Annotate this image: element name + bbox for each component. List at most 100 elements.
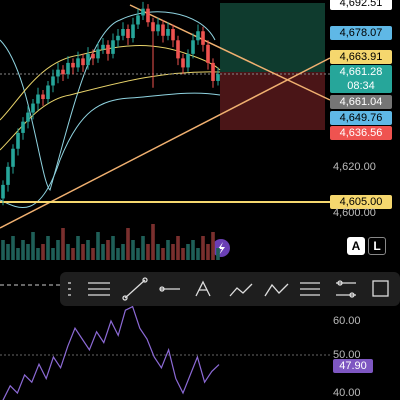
volume-bar — [96, 232, 100, 260]
volume-bar — [1, 240, 5, 260]
toolbar-icons[interactable] — [68, 277, 389, 301]
candle-body — [6, 166, 10, 185]
candle-body — [96, 49, 100, 59]
volume-bar — [196, 248, 200, 260]
price-axis-label: 4,620.00 — [333, 161, 376, 173]
candle-body — [66, 62, 70, 75]
volume-bar — [131, 240, 135, 260]
candle-body — [36, 94, 40, 104]
lightning — [218, 242, 225, 255]
volume-bar — [21, 240, 25, 260]
volume-bar — [146, 244, 150, 260]
volume-bar — [81, 244, 85, 260]
candle-body — [126, 29, 130, 39]
candle-body — [11, 148, 15, 167]
candle-body — [51, 76, 55, 86]
volume-bar — [191, 240, 195, 260]
candle-body — [71, 62, 75, 68]
volume-bar — [61, 228, 65, 260]
candle-body — [106, 44, 110, 54]
candle-body — [196, 31, 200, 41]
volume-bar — [121, 244, 125, 260]
volume-bar — [86, 240, 90, 260]
rsi-tag: 47.90 — [333, 359, 373, 373]
price-tag: 4,649.76 — [330, 111, 392, 125]
candle-body — [191, 40, 195, 54]
candle-body — [21, 121, 25, 133]
volume-bar — [6, 244, 10, 260]
countdown: 08:34 — [330, 79, 392, 93]
volume-bar — [16, 248, 20, 260]
trend-line — [0, 57, 331, 229]
price-tag: 4,636.56 — [330, 126, 392, 140]
candle-body — [16, 132, 20, 149]
volume-bar — [161, 248, 165, 260]
rsi-line — [2, 305, 220, 400]
volume-bar — [11, 236, 15, 260]
rsi-axis-label: 40.00 — [333, 387, 361, 399]
volume-bar — [56, 240, 60, 260]
price-tag: 4,605.00 — [330, 195, 392, 209]
volume-bar — [46, 236, 50, 260]
candle-body — [41, 94, 45, 100]
candle-body — [146, 8, 150, 23]
price-tag: 4,661.28 — [330, 65, 392, 79]
candle-body — [176, 40, 180, 59]
candle-body — [131, 24, 135, 39]
candle-body — [201, 31, 205, 45]
volume-bar — [156, 244, 160, 260]
bollinger-lower — [0, 92, 221, 209]
volume-bar — [31, 232, 35, 260]
candle-body — [181, 58, 185, 68]
volume-bar — [216, 248, 220, 260]
price-tag: 4,661.04 — [330, 95, 392, 109]
price-tag: 4,678.07 — [330, 26, 392, 40]
candle-body — [76, 58, 80, 68]
volume-bar — [51, 248, 55, 260]
volume-bar — [111, 236, 115, 260]
candle-body — [1, 184, 5, 199]
candle-body — [206, 44, 210, 63]
auto-button[interactable]: A — [347, 237, 365, 255]
rsi-axis-label: 60.00 — [333, 315, 361, 327]
candle-body — [161, 24, 165, 36]
volume-bar — [151, 224, 155, 260]
candle-body — [216, 74, 220, 81]
candle-body — [151, 22, 155, 32]
candle-body — [136, 15, 140, 25]
volume-bar — [91, 248, 95, 260]
candle-body — [31, 103, 35, 113]
candle-body — [86, 53, 90, 66]
candle-body — [61, 69, 65, 75]
loss-zone — [220, 72, 325, 130]
log-button[interactable]: L — [368, 237, 386, 255]
volume-bar — [181, 248, 185, 260]
price-tag: 4,663.91 — [330, 50, 392, 64]
volume-bar — [36, 248, 40, 260]
candle-body — [81, 58, 85, 66]
volume-bar — [106, 240, 110, 260]
candle-body — [186, 53, 190, 68]
bollinger-upper — [0, 11, 216, 191]
volume-bar — [101, 244, 105, 260]
volume-bar — [166, 240, 170, 260]
volume-bar — [201, 236, 205, 260]
volume-bar — [136, 248, 140, 260]
volume-bar — [171, 244, 175, 260]
candle-body — [91, 53, 95, 59]
candle-body — [171, 29, 175, 41]
volume-bar — [126, 228, 130, 260]
moving-average — [0, 45, 221, 121]
price-axis-label: 4,600.00 — [333, 207, 376, 219]
candle-body — [166, 29, 170, 36]
volume-bar — [76, 236, 80, 260]
volume-bar — [26, 244, 30, 260]
volume-bar — [211, 232, 215, 260]
candle-body — [211, 62, 215, 81]
candle-body — [26, 112, 30, 122]
volume-bar — [41, 244, 45, 260]
profit-zone — [220, 3, 325, 72]
volume-bar — [176, 236, 180, 260]
